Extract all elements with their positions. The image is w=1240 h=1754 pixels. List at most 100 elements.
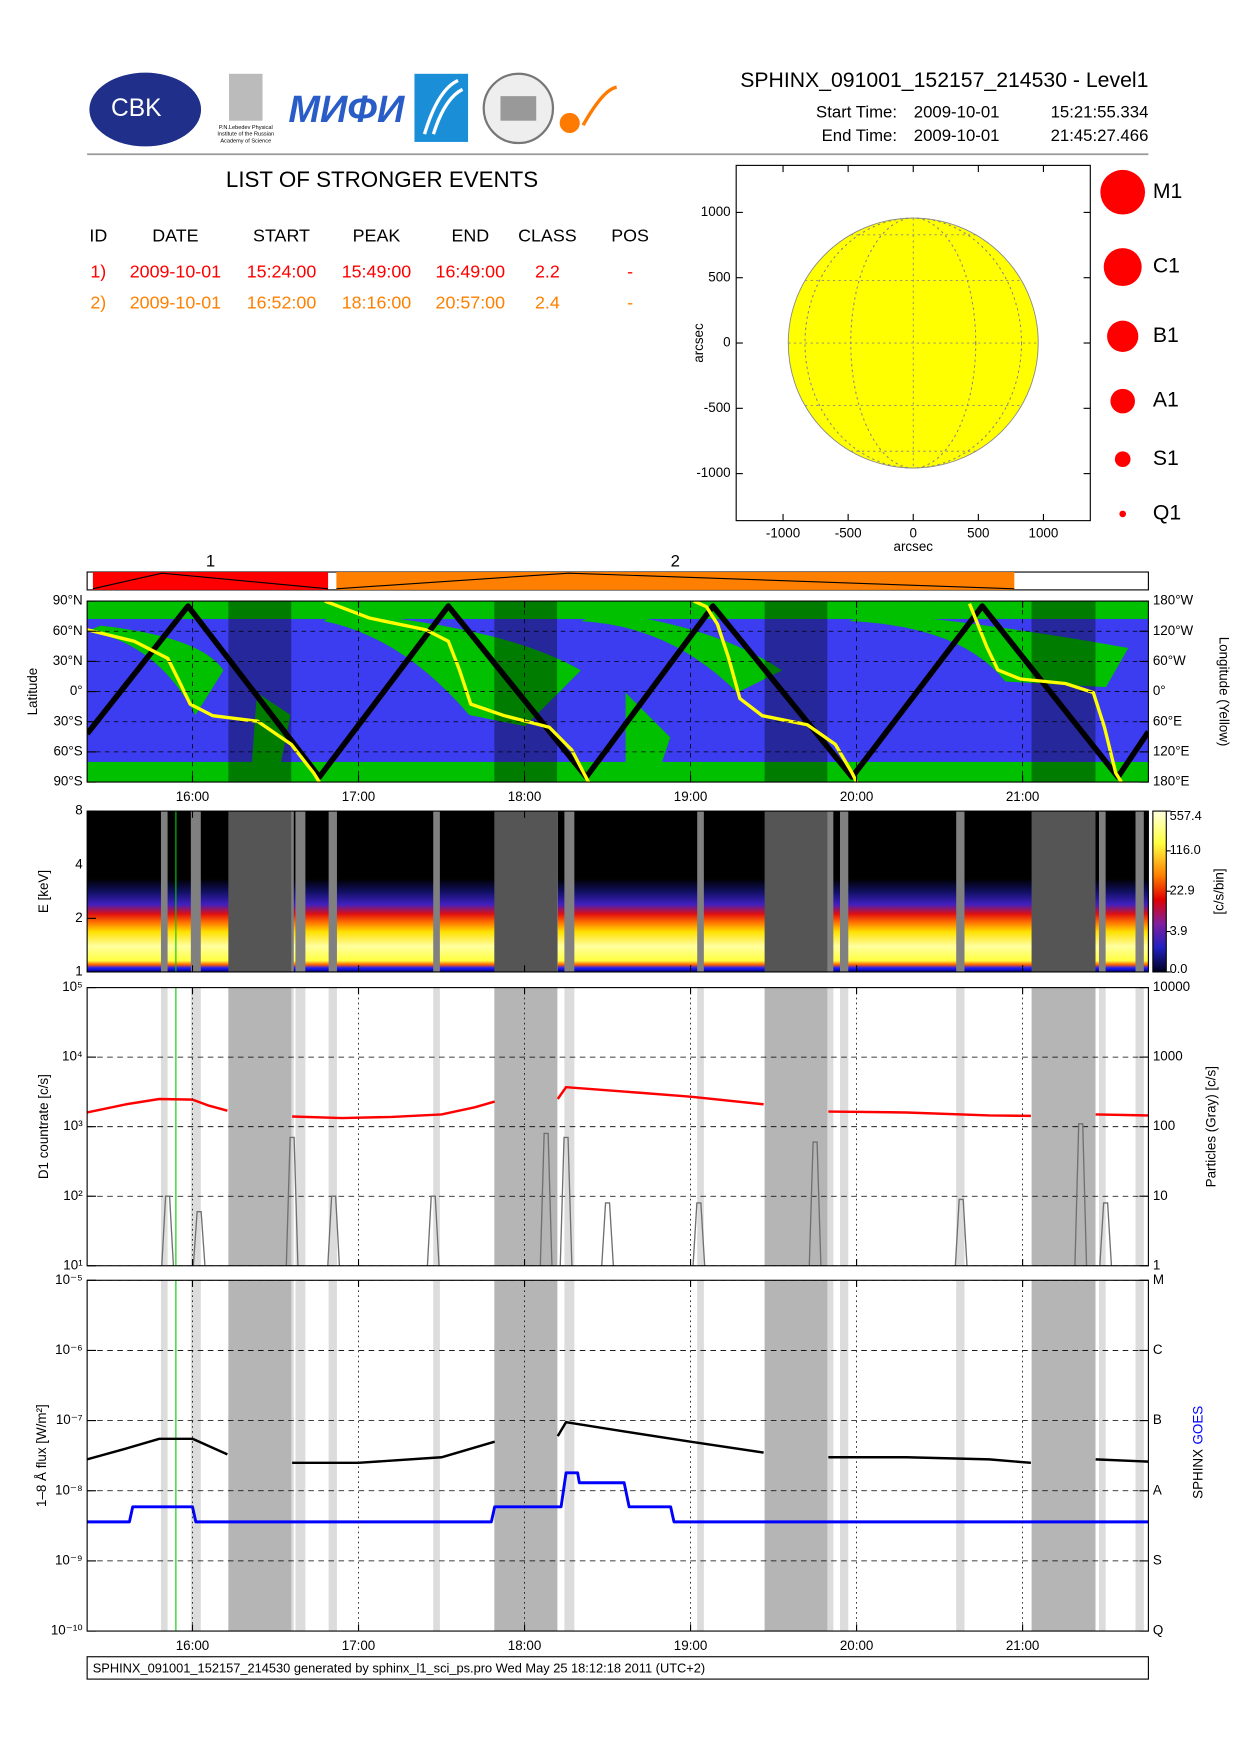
light-interval bbox=[826, 987, 834, 1266]
event-profile bbox=[92, 572, 329, 590]
axis-label: [c/s/bin] bbox=[1211, 868, 1226, 914]
light-interval bbox=[826, 811, 834, 972]
y-tick-label: 90°N bbox=[53, 593, 83, 608]
legend-label: B1 bbox=[1153, 324, 1179, 347]
light-interval bbox=[956, 1280, 965, 1632]
light-interval bbox=[295, 1280, 306, 1632]
map-patch bbox=[323, 612, 581, 727]
legend-label: C1 bbox=[1153, 255, 1180, 278]
dark-interval bbox=[494, 1280, 558, 1632]
y-tick-label: -1000 bbox=[696, 465, 730, 480]
light-interval bbox=[1098, 987, 1106, 1266]
y-tick-label: 10⁻⁹ bbox=[55, 1552, 83, 1567]
y-tick-label: 30°N bbox=[53, 653, 83, 668]
light-interval bbox=[433, 987, 440, 1266]
x-tick-label: 21:00 bbox=[1006, 789, 1040, 804]
light-interval bbox=[190, 1280, 201, 1632]
axis-label: D1 countrate [c/s] bbox=[36, 1074, 51, 1179]
column-header: CLASS bbox=[518, 226, 577, 246]
event-label: 1 bbox=[206, 551, 215, 570]
x-tick-label: 17:00 bbox=[342, 1638, 376, 1653]
y-tick-label: 100 bbox=[1153, 1118, 1175, 1133]
panel-plot bbox=[87, 1280, 1149, 1632]
dark-interval bbox=[764, 1280, 828, 1632]
x-tick-label: 18:00 bbox=[508, 1638, 542, 1653]
x-tick-label: 21:00 bbox=[1006, 1638, 1040, 1653]
light-interval bbox=[1135, 811, 1144, 972]
start-time: 15:21:55.334 bbox=[1051, 102, 1149, 121]
legend-marker bbox=[1114, 451, 1131, 468]
light-interval bbox=[295, 811, 306, 972]
light-interval bbox=[160, 1280, 168, 1632]
y-tick-label: 120°W bbox=[1153, 623, 1194, 638]
legend-label: Q1 bbox=[1153, 502, 1181, 525]
dark-interval bbox=[228, 811, 292, 972]
legend-marker bbox=[1100, 169, 1146, 215]
y-tick-label: A bbox=[1153, 1482, 1162, 1497]
light-interval bbox=[160, 987, 168, 1266]
data-line bbox=[87, 1420, 1149, 1465]
panel-plot bbox=[87, 811, 1149, 972]
light-interval bbox=[826, 1280, 834, 1632]
y-tick-label: Q bbox=[1153, 1623, 1163, 1638]
event-cell: 16:52:00 bbox=[247, 293, 317, 313]
y-tick-label: 90°S bbox=[53, 774, 82, 789]
event-cell: 18:16:00 bbox=[342, 293, 412, 313]
footer: SPHINX_091001_152157_214530 generated by… bbox=[93, 1660, 706, 1675]
event-cell: 1) bbox=[90, 261, 106, 281]
light-interval bbox=[564, 1280, 575, 1632]
y-tick-label: 60°N bbox=[53, 623, 83, 638]
data-line bbox=[87, 1471, 1149, 1524]
seal-building bbox=[500, 96, 537, 121]
y-tick-label: 10000 bbox=[1153, 979, 1190, 994]
legend-entry: SPHINX bbox=[1190, 1449, 1205, 1499]
end-date: 2009-10-01 bbox=[914, 126, 1000, 145]
y-tick-label: 10¹ bbox=[63, 1257, 83, 1272]
end-time: 21:45:27.466 bbox=[1051, 126, 1149, 145]
particle-spike bbox=[601, 1202, 615, 1266]
dark-interval bbox=[494, 811, 558, 972]
swirl-logo bbox=[559, 112, 580, 133]
panel-frame bbox=[86, 1279, 1149, 1632]
start-date: 2009-10-01 bbox=[914, 102, 1000, 121]
start-label: Start Time: bbox=[816, 102, 897, 121]
panel-frame bbox=[86, 987, 1149, 1267]
event-cell: 15:49:00 bbox=[342, 261, 412, 281]
colorbar-label: 557.4 bbox=[1170, 808, 1202, 823]
y-tick-label: 2 bbox=[75, 910, 82, 925]
y-tick-label: S bbox=[1153, 1552, 1162, 1567]
column-header: PEAK bbox=[353, 226, 401, 246]
lebedev-caption: P.N.Lebedev Physical bbox=[219, 125, 273, 131]
event-cell: 2009-10-01 bbox=[130, 293, 221, 313]
colorbar-label: 22.9 bbox=[1170, 883, 1195, 898]
particle-spike bbox=[285, 1136, 299, 1266]
y-tick-label: B bbox=[1153, 1412, 1162, 1427]
event-profile bbox=[336, 572, 1015, 590]
y-tick-label: 1000 bbox=[1153, 1049, 1183, 1064]
y-tick-label: 120°E bbox=[1153, 743, 1190, 758]
dark-interval bbox=[764, 811, 828, 972]
axis-label: Longitude (Yellow) bbox=[1217, 637, 1232, 747]
event-cell: 2.4 bbox=[535, 293, 560, 313]
data-line bbox=[87, 601, 1123, 783]
light-interval bbox=[697, 1280, 704, 1632]
light-interval bbox=[190, 811, 201, 972]
x-tick-label: 19:00 bbox=[674, 789, 708, 804]
event-span bbox=[336, 572, 1015, 590]
column-header: ID bbox=[89, 226, 107, 246]
y-tick-label: 180°W bbox=[1153, 593, 1194, 608]
particle-spike bbox=[1099, 1202, 1113, 1266]
y-tick-label: 10⁻⁷ bbox=[56, 1412, 83, 1427]
event-cell: - bbox=[627, 261, 633, 281]
event-cell: 2009-10-01 bbox=[130, 261, 221, 281]
x-tick-label: 17:00 bbox=[342, 789, 376, 804]
light-interval bbox=[956, 987, 965, 1266]
column-header: DATE bbox=[152, 226, 198, 246]
axis-label: E [keV] bbox=[36, 870, 51, 913]
axis-label: Latitude bbox=[25, 668, 40, 716]
y-tick-label: 10⁻⁵ bbox=[55, 1272, 83, 1287]
event-cell: 15:24:00 bbox=[247, 261, 317, 281]
event-label: 2 bbox=[671, 551, 680, 570]
event-cell: 2.2 bbox=[535, 261, 560, 281]
